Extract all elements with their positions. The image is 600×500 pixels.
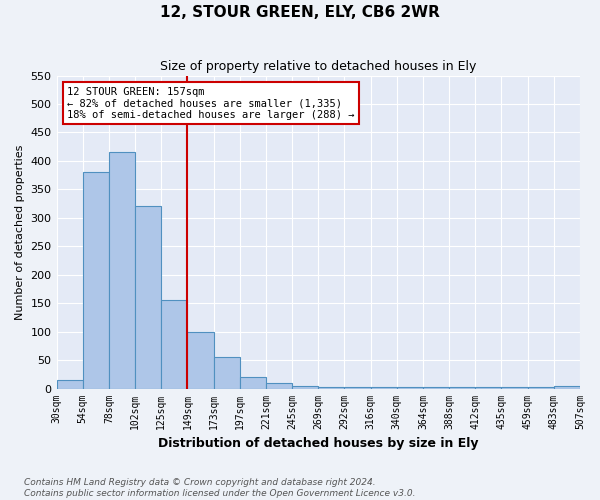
Bar bbox=[109, 152, 135, 388]
Bar bbox=[214, 358, 240, 388]
Bar bbox=[161, 300, 187, 388]
Bar bbox=[554, 386, 580, 388]
Bar bbox=[56, 380, 83, 388]
Bar bbox=[318, 387, 344, 388]
Text: 12 STOUR GREEN: 157sqm
← 82% of detached houses are smaller (1,335)
18% of semi-: 12 STOUR GREEN: 157sqm ← 82% of detached… bbox=[67, 86, 355, 120]
Bar bbox=[83, 172, 109, 388]
Bar bbox=[397, 387, 423, 388]
Bar bbox=[135, 206, 161, 388]
Text: 12, STOUR GREEN, ELY, CB6 2WR: 12, STOUR GREEN, ELY, CB6 2WR bbox=[160, 5, 440, 20]
Bar bbox=[475, 387, 502, 388]
Bar bbox=[240, 377, 266, 388]
Text: Contains HM Land Registry data © Crown copyright and database right 2024.
Contai: Contains HM Land Registry data © Crown c… bbox=[24, 478, 415, 498]
Y-axis label: Number of detached properties: Number of detached properties bbox=[15, 144, 25, 320]
X-axis label: Distribution of detached houses by size in Ely: Distribution of detached houses by size … bbox=[158, 437, 479, 450]
Title: Size of property relative to detached houses in Ely: Size of property relative to detached ho… bbox=[160, 60, 476, 73]
Bar bbox=[187, 332, 214, 388]
Bar bbox=[449, 387, 475, 388]
Bar bbox=[266, 383, 292, 388]
Bar bbox=[527, 387, 554, 388]
Bar bbox=[292, 386, 318, 388]
